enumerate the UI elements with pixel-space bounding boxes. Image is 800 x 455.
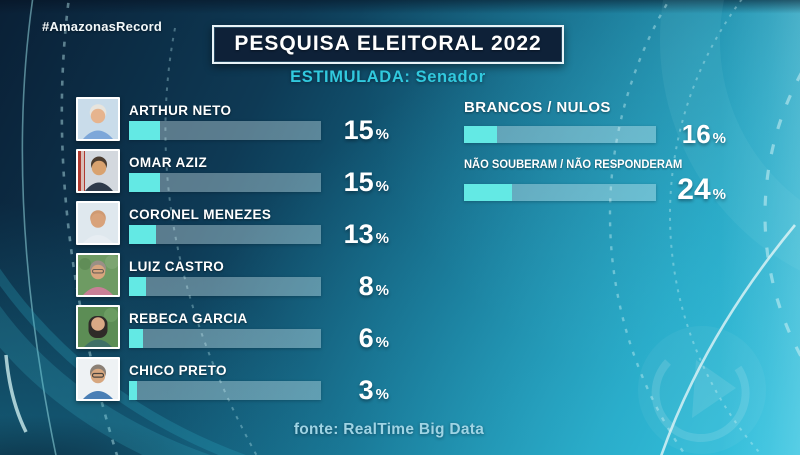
bar-fill [129,225,156,244]
faint-circle-decoration [660,0,800,271]
teal-band-bottom-left [0,305,211,455]
candidate-row: OMAR AZIZ 15% [76,149,396,197]
bar-track [129,277,321,296]
bar-fill [129,121,160,140]
bar-fill [129,381,137,400]
candidate-name: OMAR AZIZ [129,155,208,170]
others-row: NÃO SOUBERAM / NÃO RESPONDERAM 24% [464,157,764,205]
bar-track [129,381,321,400]
candidate-percent: 13% [343,219,389,249]
candidate-row: LUIZ CASTRO 8% [76,253,396,301]
bar-track [129,121,321,140]
others-label: BRANCOS / NULOS [464,99,611,116]
candidate-name: LUIZ CASTRO [129,259,225,274]
bar-track [129,329,321,348]
candidate-row: CHICO PRETO 3% [76,357,396,405]
candidates-column: ARTHUR NETO 15% OMAR AZIZ 15% CORONEL ME… [76,97,396,409]
record-logo-icon [638,326,766,454]
candidate-photo [76,253,120,297]
candidate-row: REBECA GARCIA 6% [76,305,396,353]
bar-fill [129,277,147,296]
title-box: PESQUISA ELEITORAL 2022 [212,25,564,64]
candidate-name: REBECA GARCIA [129,311,248,326]
bar-fill [464,126,497,143]
bar-track [464,184,656,201]
bar-track [129,225,321,244]
bar-fill [464,184,513,201]
source-credit: fonte: RealTime Big Data [293,421,485,438]
page-title: PESQUISA ELEITORAL 2022 [234,32,542,55]
candidate-percent: 8% [358,271,389,301]
candidate-name: CHICO PRETO [129,363,227,378]
left-bright-curve [4,354,28,433]
bar-track [464,126,656,143]
bar-fill [129,329,143,348]
bar-track [129,173,321,192]
candidate-photo [76,97,120,141]
candidate-percent: 15% [343,167,389,197]
candidate-row: CORONEL MENEZES 13% [76,201,396,249]
candidate-photo [76,201,120,245]
left-curve-line [21,0,57,455]
candidate-percent: 6% [358,323,389,353]
channel-hashtag: #AmazonasRecord [42,19,163,34]
others-column: BRANCOS / NULOS 16% NÃO SOUBERAM / NÃO R… [464,99,764,215]
candidate-name: ARTHUR NETO [129,103,232,118]
candidate-name: CORONEL MENEZES [129,207,272,222]
candidate-percent: 3% [358,375,389,405]
white-curve-bottom-right [660,224,797,455]
candidate-row: ARTHUR NETO 15% [76,97,396,145]
others-label: NÃO SOUBERAM / NÃO RESPONDERAM [464,157,683,171]
others-row: BRANCOS / NULOS 16% [464,99,764,147]
others-percent: 16% [681,119,726,149]
others-percent: 24% [677,173,726,206]
candidate-percent: 15% [343,115,389,145]
bar-fill [129,173,160,192]
header: PESQUISA ELEITORAL 2022 ESTIMULADA: Sena… [0,25,776,87]
candidate-photo [76,357,120,401]
candidate-photo [76,305,120,349]
page-subtitle: ESTIMULADA: Senador [290,68,486,86]
candidate-photo [76,149,120,193]
